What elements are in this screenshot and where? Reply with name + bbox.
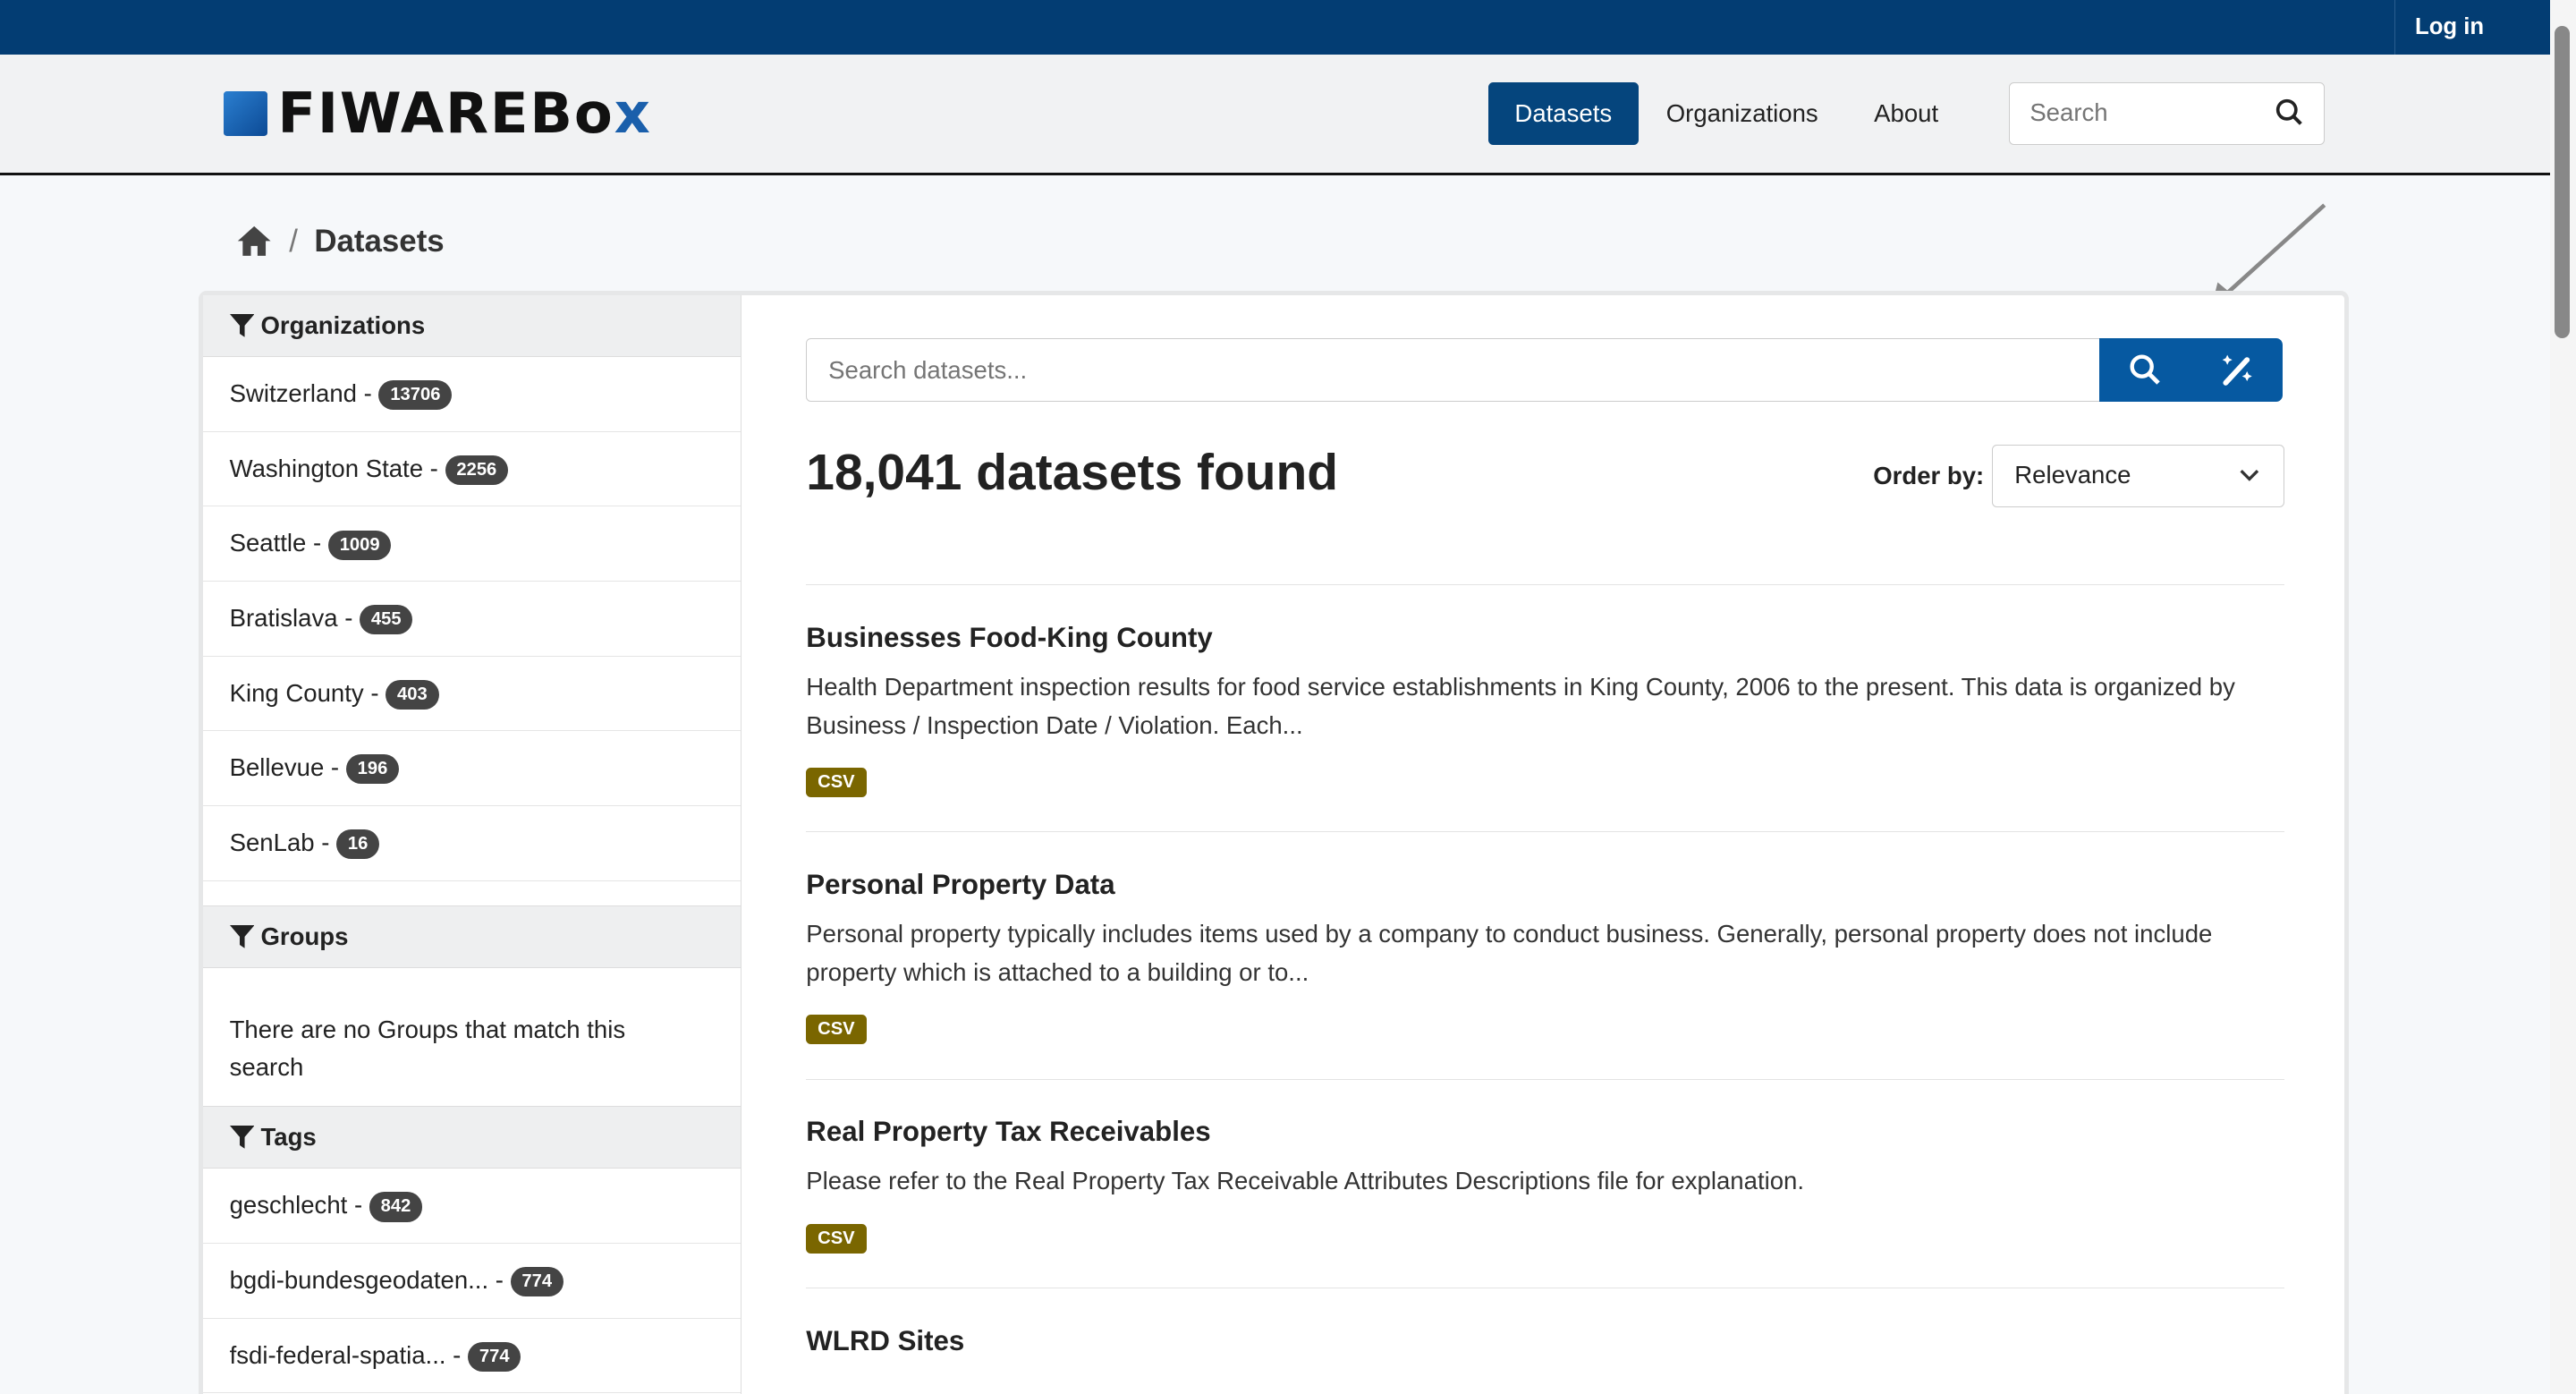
scrollbar-thumb[interactable]: [2555, 26, 2570, 339]
logo[interactable]: FIWAREBox: [223, 81, 652, 147]
breadcrumb: / Datasets: [236, 223, 445, 259]
results-count: 18,041 datasets found: [806, 444, 1339, 502]
organization-facet-item[interactable]: Seattle - 1009: [203, 506, 741, 582]
chevron-down-icon: [2240, 469, 2259, 481]
dataset-search-input[interactable]: [806, 337, 2101, 403]
content-card: Organizations Switzerland - 13706 Washing…: [199, 291, 2350, 1394]
facet-label: Bellevue -: [229, 753, 340, 782]
scrollbar[interactable]: [2549, 0, 2576, 1394]
order-select[interactable]: Relevance: [1992, 445, 2285, 507]
facet-label: Bratislava -: [229, 603, 353, 632]
magic-wand-icon: [2222, 355, 2252, 387]
tags-heading: Tags: [203, 1107, 741, 1169]
ai-search-button[interactable]: [2190, 337, 2284, 403]
facet-label: bgdi-bundesgeodaten... -: [229, 1265, 504, 1294]
count-badge: 196: [345, 754, 400, 785]
main-nav: Datasets Organizations About: [1488, 81, 1966, 145]
dataset-item: Businesses Food-King County Health Depart…: [806, 584, 2285, 831]
breadcrumb-current[interactable]: Datasets: [314, 223, 445, 259]
count-badge: 16: [336, 829, 380, 860]
organization-facet-item[interactable]: Bellevue - 196: [203, 731, 741, 806]
count-badge: 1009: [327, 530, 392, 560]
dataset-description: Please refer to the Real Property Tax Re…: [806, 1167, 1805, 1195]
format-badge[interactable]: CSV: [806, 1223, 867, 1254]
logo-icon: [223, 90, 268, 136]
groups-empty: There are no Groups that match this sear…: [203, 968, 741, 1108]
search-button[interactable]: [2098, 337, 2191, 403]
count-badge: 842: [369, 1192, 423, 1222]
login-link[interactable]: Log in: [2394, 0, 2550, 55]
nav-datasets[interactable]: Datasets: [1488, 81, 1639, 145]
count-badge: 2256: [445, 455, 509, 485]
search-icon[interactable]: [2275, 98, 2304, 127]
format-badge[interactable]: CSV: [806, 1014, 867, 1044]
format-badge[interactable]: CSV: [806, 767, 867, 797]
search-icon: [2130, 354, 2160, 386]
facet-label: King County -: [229, 678, 379, 707]
filter-icon: [229, 1126, 255, 1150]
logo-text: FIWAREBox: [277, 81, 652, 147]
groups-heading: Groups: [203, 906, 741, 969]
organization-facet-item[interactable]: Bratislava - 455: [203, 582, 741, 657]
tag-facet-item[interactable]: bgdi-bundesgeodaten... - 774: [203, 1244, 741, 1319]
filter-icon: [229, 925, 255, 948]
count-badge: 774: [468, 1341, 521, 1372]
nav-organizations[interactable]: Organizations: [1665, 98, 1818, 127]
organization-facet-item[interactable]: Washington State - 2256: [203, 432, 741, 507]
tag-facet-item[interactable]: fsdi-federal-spatia... - 774: [203, 1319, 741, 1394]
top-bar: Log in: [0, 0, 2550, 55]
dataset-title[interactable]: Real Property Tax Receivables: [806, 1115, 1211, 1147]
organization-facet-item[interactable]: SenLab - 16: [203, 806, 741, 881]
order-by: Order by: Relevance: [1873, 445, 2285, 507]
facet-label: Seattle -: [229, 529, 322, 557]
dataset-list: Businesses Food-King County Health Depart…: [806, 584, 2285, 1393]
header-search: [2009, 81, 2325, 145]
facet-label: fsdi-federal-spatia... -: [229, 1340, 462, 1369]
dataset-description: Health Department inspection results for…: [806, 673, 2235, 739]
nav-about[interactable]: About: [1874, 98, 1939, 127]
dataset-item: Real Property Tax Receivables Please refe…: [806, 1078, 2285, 1288]
breadcrumb-separator: /: [289, 223, 298, 259]
dataset-item: WLRD Sites: [806, 1288, 2285, 1393]
facet-label: geschlecht -: [229, 1191, 363, 1220]
sidebar: Organizations Switzerland - 13706 Washing…: [203, 295, 741, 1394]
dataset-title[interactable]: Personal Property Data: [806, 868, 1115, 900]
header: FIWAREBox Datasets Organizations About: [0, 54, 2550, 175]
facet-label: Switzerland -: [229, 379, 372, 408]
home-icon[interactable]: [236, 225, 272, 258]
dataset-description: Personal property typically includes ite…: [806, 920, 2213, 986]
header-search-input[interactable]: [2010, 82, 2296, 142]
organization-facet-item[interactable]: Switzerland - 13706: [203, 357, 741, 432]
count-badge: 403: [386, 679, 439, 710]
dataset-search: [806, 337, 2284, 403]
count-badge: 455: [360, 605, 413, 635]
dataset-item: Personal Property Data Personal property …: [806, 831, 2285, 1078]
dataset-title[interactable]: WLRD Sites: [806, 1324, 965, 1356]
filter-icon: [229, 314, 255, 337]
facet-label: SenLab -: [229, 828, 330, 856]
count-badge: 13706: [378, 380, 453, 411]
order-label: Order by:: [1873, 462, 1985, 490]
organization-facet-item[interactable]: King County - 403: [203, 657, 741, 732]
dataset-title[interactable]: Businesses Food-King County: [806, 621, 1213, 653]
count-badge: 774: [510, 1267, 564, 1297]
organizations-heading: Organizations: [203, 295, 741, 358]
facet-label: Washington State -: [229, 454, 438, 482]
tag-facet-item[interactable]: geschlecht - 842: [203, 1169, 741, 1244]
